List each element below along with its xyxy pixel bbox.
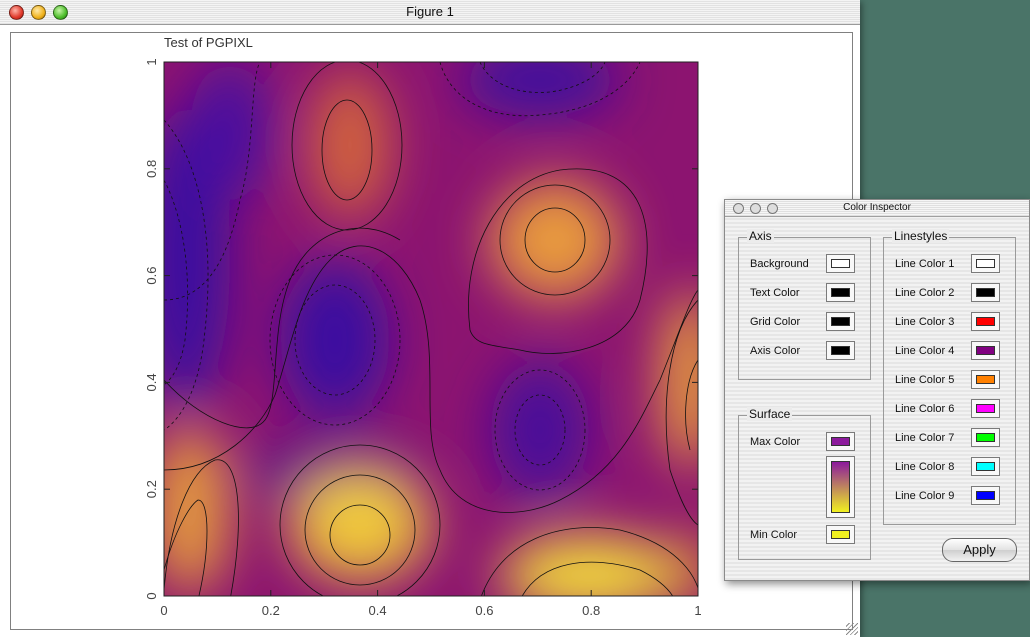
line-color-swatch-3[interactable] (971, 312, 1000, 331)
line-color-fill-8 (976, 462, 995, 471)
line-color-fill-3 (976, 317, 995, 326)
axis-color-swatch-2[interactable] (826, 283, 855, 302)
axis-color-fill-4 (831, 346, 850, 355)
line-color-label-2: Line Color 2 (895, 287, 955, 299)
heatmap (164, 62, 698, 596)
y-tick-label: 0.6 (144, 267, 159, 285)
line-color-fill-5 (976, 375, 995, 384)
axis-color-fill-1 (831, 259, 850, 268)
x-tick-label: 0.8 (582, 603, 600, 618)
y-tick-label: 1 (144, 58, 159, 65)
line-color-label-8: Line Color 8 (895, 461, 955, 473)
window-title: Figure 1 (406, 4, 454, 19)
line-color-label-4: Line Color 4 (895, 345, 955, 357)
line-color-swatch-2[interactable] (971, 283, 1000, 302)
axis-color-fill-2 (831, 288, 850, 297)
axis-color-label-3: Grid Color (750, 316, 801, 328)
line-color-swatch-5[interactable] (971, 370, 1000, 389)
axis-color-label-1: Background (750, 258, 809, 270)
y-tick-labels: 0 0.2 0.4 0.6 0.8 1 (144, 58, 159, 599)
min-color-label: Min Color (750, 529, 798, 541)
max-color-fill (831, 437, 850, 446)
y-tick-label: 0.8 (144, 160, 159, 178)
axis-color-swatch-1[interactable] (826, 254, 855, 273)
max-color-swatch[interactable] (826, 432, 855, 451)
color-inspector-window: Color Inspector Axis Background Text Colo… (724, 199, 1030, 581)
axis-color-label-2: Text Color (750, 287, 800, 299)
axis-color-fill-3 (831, 317, 850, 326)
min-color-swatch[interactable] (826, 525, 855, 544)
line-color-label-5: Line Color 5 (895, 374, 955, 386)
figure-titlebar[interactable]: Figure 1 (0, 0, 860, 25)
line-color-swatch-4[interactable] (971, 341, 1000, 360)
linestyles-group: Linestyles Line Color 1 Line Color 2 Line … (883, 229, 1016, 525)
line-color-swatch-1[interactable] (971, 254, 1000, 273)
axis-group-title: Axis (747, 229, 774, 243)
color-inspector-title: Color Inspector (843, 202, 911, 213)
plot-svg: 0 0.2 0.4 0.6 0.8 1 0 0.2 0.4 0.6 0.8 1 (144, 58, 702, 618)
line-color-label-6: Line Color 6 (895, 403, 955, 415)
plot-title: Test of PGPIXL (164, 35, 253, 50)
figure-window: Figure 1 Test of PGPIXL (0, 0, 860, 637)
axis-group: Axis Background Text Color Grid Color Axis … (738, 229, 871, 380)
x-tick-label: 0.2 (262, 603, 280, 618)
min-color-fill (831, 530, 850, 539)
surface-gradient-preview (826, 456, 855, 518)
y-tick-label: 0.4 (144, 373, 159, 391)
x-tick-label: 0.6 (475, 603, 493, 618)
minimize-button[interactable] (31, 5, 46, 20)
apply-button[interactable]: Apply (942, 538, 1017, 562)
axis-color-label-4: Axis Color (750, 345, 801, 357)
x-tick-labels: 0 0.2 0.4 0.6 0.8 1 (160, 603, 701, 618)
line-color-fill-4 (976, 346, 995, 355)
line-color-swatch-9[interactable] (971, 486, 1000, 505)
tick-marks (163, 61, 699, 597)
line-color-swatch-7[interactable] (971, 428, 1000, 447)
line-color-label-7: Line Color 7 (895, 432, 955, 444)
line-color-swatch-8[interactable] (971, 457, 1000, 476)
line-color-fill-6 (976, 404, 995, 413)
contour-lines (164, 62, 698, 596)
close-button[interactable] (9, 5, 24, 20)
color-inspector-titlebar[interactable]: Color Inspector (725, 200, 1029, 217)
x-tick-label: 0.4 (369, 603, 387, 618)
surface-group: Surface Max Color Min Color (738, 407, 871, 560)
minimize-button[interactable] (750, 203, 761, 214)
line-color-fill-1 (976, 259, 995, 268)
line-color-label-1: Line Color 1 (895, 258, 955, 270)
plot-frame (163, 61, 699, 597)
surface-gradient-fill (831, 461, 850, 513)
contour-lines-dashed (164, 62, 641, 491)
axis-color-swatch-4[interactable] (826, 341, 855, 360)
line-color-fill-9 (976, 491, 995, 500)
axis-color-swatch-3[interactable] (826, 312, 855, 331)
x-tick-label: 0 (160, 603, 167, 618)
max-color-label: Max Color (750, 436, 801, 448)
y-tick-label: 0 (144, 592, 159, 599)
zoom-button[interactable] (53, 5, 68, 20)
surface-group-title: Surface (747, 407, 793, 421)
line-color-fill-2 (976, 288, 995, 297)
line-color-label-9: Line Color 9 (895, 490, 955, 502)
linestyles-group-title: Linestyles (892, 229, 950, 243)
x-tick-label: 1 (694, 603, 701, 618)
line-color-label-3: Line Color 3 (895, 316, 955, 328)
close-button[interactable] (733, 203, 744, 214)
line-color-fill-7 (976, 433, 995, 442)
resize-grip[interactable] (846, 623, 858, 635)
y-tick-label: 0.2 (144, 480, 159, 498)
zoom-button[interactable] (767, 203, 778, 214)
line-color-swatch-6[interactable] (971, 399, 1000, 418)
